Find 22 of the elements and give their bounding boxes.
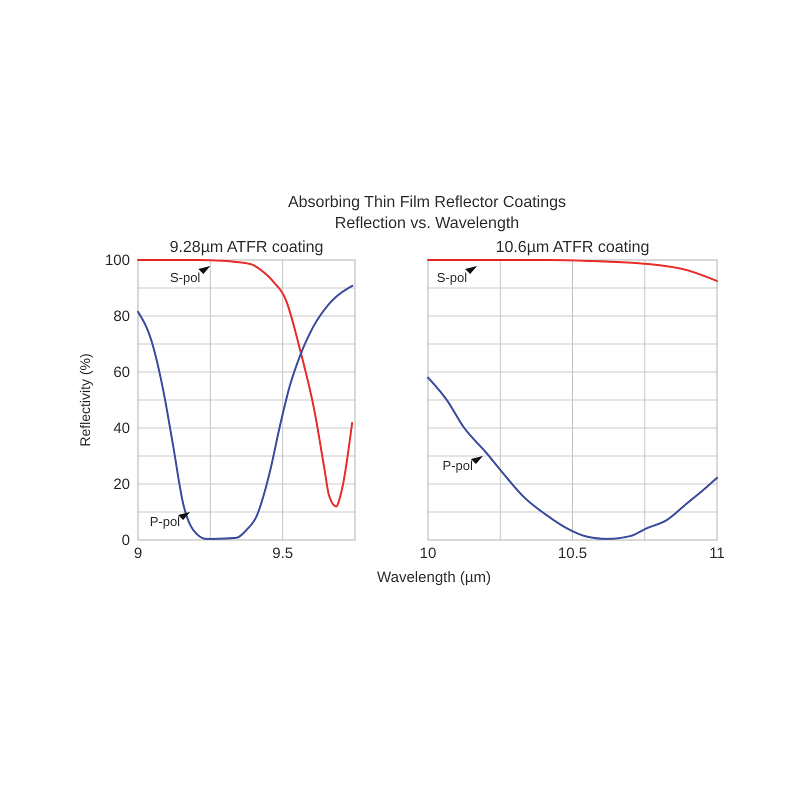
y-tick-label: 100 [104, 252, 130, 269]
y-axis-title: Reflectivity (%) [77, 353, 93, 447]
chart-subtitle: 9.28µm ATFR coating [170, 239, 324, 256]
y-tick-label: 20 [113, 476, 130, 493]
line-series [137, 284, 354, 540]
y-tick-label: 40 [113, 420, 130, 437]
x-tick-label: 10.5 [558, 545, 588, 562]
annotation: S-pol [170, 270, 200, 285]
annotation: P-pol [442, 458, 474, 473]
y-tick-label: 0 [122, 532, 130, 549]
y-tick-label: 60 [113, 364, 130, 381]
chart-subtitle: 10.6µm ATFR coating [496, 239, 650, 256]
text: Absorbing Thin Film Reflector Coatings Reflection vs. Wavelength [288, 194, 566, 232]
line-series [137, 259, 354, 508]
annotation: S-pol [436, 270, 468, 285]
annotation: P-pol [150, 514, 180, 529]
x-tick-label: 9.5 [272, 545, 294, 562]
y-tick-label: 80 [113, 308, 130, 325]
x-tick-label: 11 [709, 545, 725, 562]
x-tick-label: 9 [134, 545, 142, 562]
x-tick-label: 10 [420, 545, 436, 562]
x-axis-title: Wavelength (µm) [377, 569, 491, 586]
